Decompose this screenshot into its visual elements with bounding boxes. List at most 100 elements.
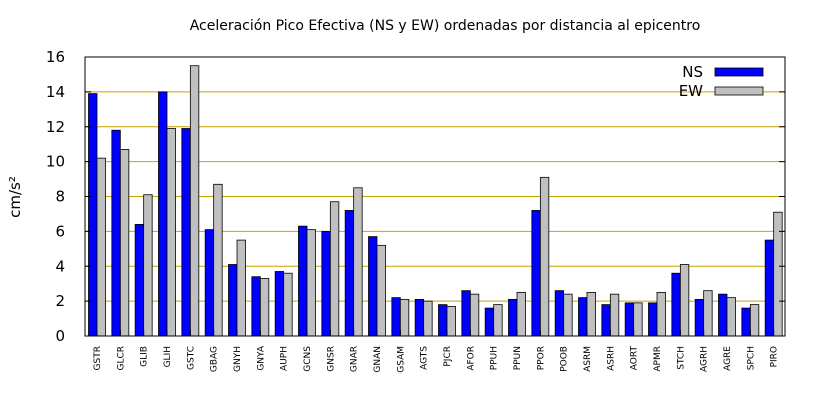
x-tick-label: AFOR [466,346,476,371]
x-tick-label: ASRH [606,346,616,371]
bar-ew-glih [166,128,176,337]
bar-ew-gstr [96,157,106,337]
x-tick-label: STCH [676,346,686,370]
bar-ns-ppuh [484,307,495,337]
bar-ew-apmr [656,292,666,337]
bar-ew-gnya [259,278,270,337]
bar-ns-agre [718,293,728,337]
x-tick-label: PPUN [513,346,523,370]
bar-ew-ppuh [493,304,503,337]
x-tick-label: AUPH [280,346,290,371]
x-tick-label: GLIH [163,346,173,367]
bar-ns-ppor [531,210,541,337]
bar-ns-gnan [368,236,378,337]
x-tick-label: GBAG [210,346,220,372]
x-tick-label: GLCR [116,346,126,371]
bar-ew-agre [726,297,736,337]
x-tick-label: AORT [630,346,640,371]
bar-ew-asrh [609,293,620,337]
y-tick-label: 2 [55,292,65,310]
bar-ew-agts [423,300,433,337]
legend-swatch-ew [714,86,764,96]
legend-label-ew: EW [679,82,703,100]
bar-ns-poob [554,290,565,337]
bar-ew-gnyh [236,239,246,337]
bar-ew-asrm [586,292,596,337]
x-tick-label: AGRH [700,346,710,372]
bar-ns-spch [741,307,751,337]
bar-ns-glih [158,91,168,337]
bar-ew-gcns [306,229,316,337]
gridlines [85,91,785,302]
bar-ns-agrh [694,298,705,337]
bar-ns-afor [461,290,471,337]
x-tick-label: PIRO [770,346,780,367]
x-tick-label: GNAR [350,346,360,372]
bar-ns-auph [274,271,285,337]
x-tick-label: POOB [560,346,570,372]
y-tick-label: 12 [46,118,65,136]
bar-ew-gnsr [329,201,340,337]
bar-ew-gsam [399,298,410,337]
x-tick-label: AGTS [420,346,430,370]
bar-ns-aort [624,302,635,337]
x-tick-label: GNSR [326,346,336,372]
x-tick-label: GCNS [303,346,313,372]
x-tick-label: GNAN [373,346,383,373]
bar-ns-gstr [88,93,98,337]
x-tick-label: AGRE [723,346,733,371]
bar-ns-stch [671,272,681,337]
y-tick-label: 16 [46,48,65,66]
bar-ew-agrh [703,290,713,337]
bar-ew-ppor [539,176,550,337]
bar-ew-auph [283,272,293,337]
bar-ew-gnan [376,244,386,337]
bar-ns-pjcr [438,304,448,337]
y-tick-label: 6 [55,222,65,240]
bar-ew-stch [679,264,690,337]
bar-ew-glcr [119,149,130,337]
bar-ns-glib [134,223,145,337]
bar-ew-gstc [189,65,200,337]
bar-ns-gbag [204,229,215,337]
bar-ns-gstc [181,128,191,337]
x-ticks: GSTR GLCR GLIB GLIH GSTC GBAG GNYH GNYA AUPH GCNS… [93,330,780,373]
bars [88,65,783,337]
bar-ns-gnsr [321,230,331,337]
bar-ns-apmr [648,302,658,337]
x-tick-label: APMR [653,346,663,372]
bar-ew-glib [143,194,153,337]
y-tick-label: 10 [46,153,65,171]
bar-ns-gnya [251,276,261,337]
bar-ew-aort [633,302,643,337]
bar-ew-pjcr [446,305,456,337]
x-tick-label: PPUH [490,346,500,370]
y-tick-label: 4 [55,257,65,275]
bar-ns-asrm [578,297,588,337]
bar-ew-gbag [213,183,223,337]
bar-ew-ppun [516,292,526,337]
bar-ns-piro [764,239,775,337]
bar-ns-asrh [601,304,611,337]
bar-ns-gnar [344,210,355,337]
bar-ew-piro [773,211,783,337]
bar-ew-gnar [353,187,363,337]
x-tick-label: PJCR [443,346,453,367]
bar-ew-afor [469,293,480,337]
x-tick-label: GSAM [396,346,406,373]
x-tick-label: PPOR [536,346,546,370]
y-tick-label: 0 [55,327,65,345]
chart-title: Aceleración Pico Efectiva (NS y EW) orde… [190,18,701,34]
x-tick-label: GSTC [186,346,196,370]
bar-ns-agts [414,298,425,337]
y-tick-label: 14 [46,83,65,101]
bar-ns-glcr [111,129,121,337]
x-tick-label: SPCH [746,346,756,370]
bar-ew-poob [563,293,573,337]
x-tick-label: GNYH [233,346,243,372]
bar-ns-gnyh [228,264,238,337]
bar-ns-ppun [508,298,518,337]
